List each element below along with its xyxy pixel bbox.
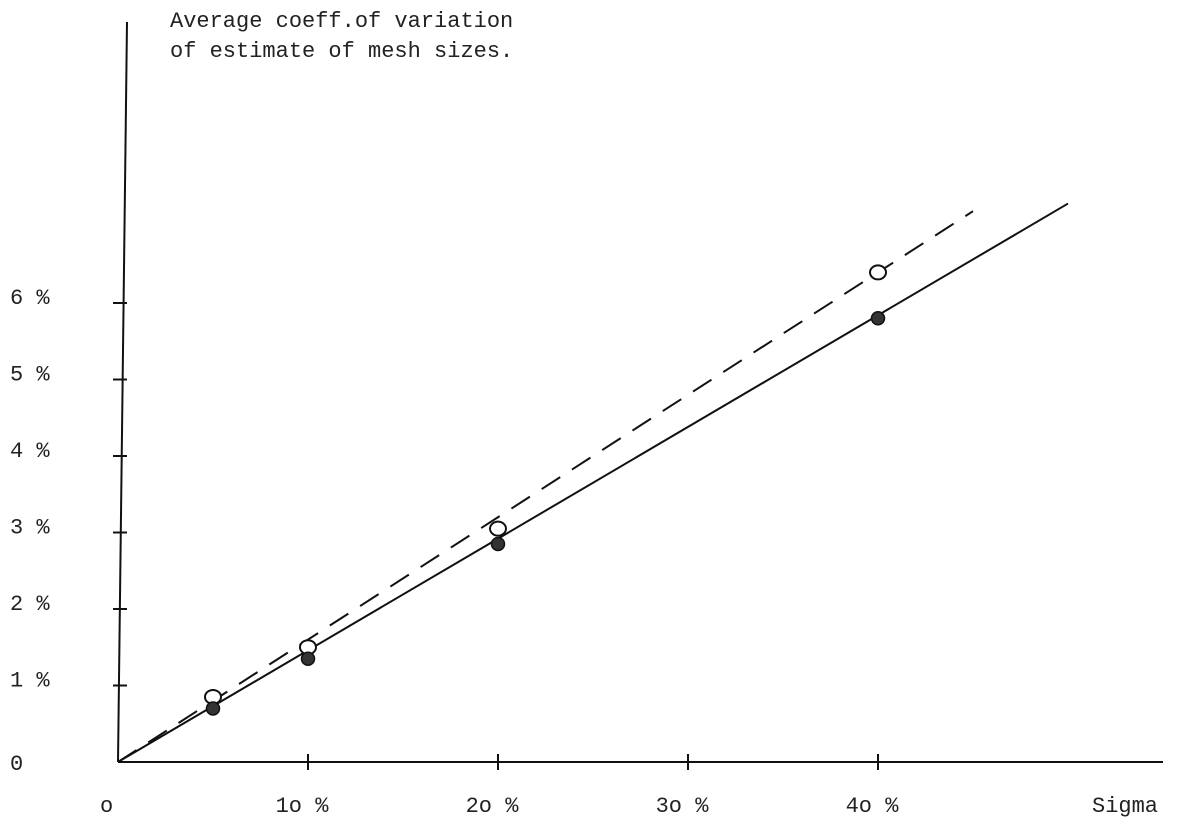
chart-title-line-1: Average coeff.of variation [170,9,513,34]
y-tick-label-6: 6 % [10,286,50,311]
x-tick-label-1: 1o % [276,794,330,819]
x-ticks: o 1o % 2o % 3o % 4o % [100,754,899,819]
axes [117,21,1163,763]
y-tick-label-2: 2 % [10,592,50,617]
fit-line-series-0-dashed [117,210,974,763]
x-tick-label-0: o [100,794,113,819]
fit-line-series-1-solid [117,202,1069,763]
data-points [204,264,887,716]
y-axis [117,21,128,763]
x-tick-label-4: 4o % [846,794,900,819]
y-tick-label-3: 3 % [10,516,50,541]
point-filled-2 [490,536,506,552]
x-axis-label: Sigma [1092,794,1158,819]
point-filled-3 [870,311,886,326]
y-tick-label-4: 4 % [10,439,50,464]
fit-lines [117,202,1069,763]
point-open-3 [869,264,887,281]
point-open-2 [489,520,507,537]
y-tick-label-5: 5 % [10,363,50,388]
point-filled-1 [300,651,316,666]
x-tick-label-3: 3o % [656,794,710,819]
x-tick-label-2: 2o % [466,794,520,819]
y-ticks: 0 1 % 2 % 3 % 4 % 5 % 6 % [10,286,127,777]
y-tick-label-0: 0 [10,752,23,777]
chart-title-line-2: of estimate of mesh sizes. [170,39,513,64]
chart-title: Average coeff.of variation of estimate o… [170,9,513,64]
y-tick-label-1: 1 % [10,669,50,694]
point-filled-0 [205,701,221,716]
